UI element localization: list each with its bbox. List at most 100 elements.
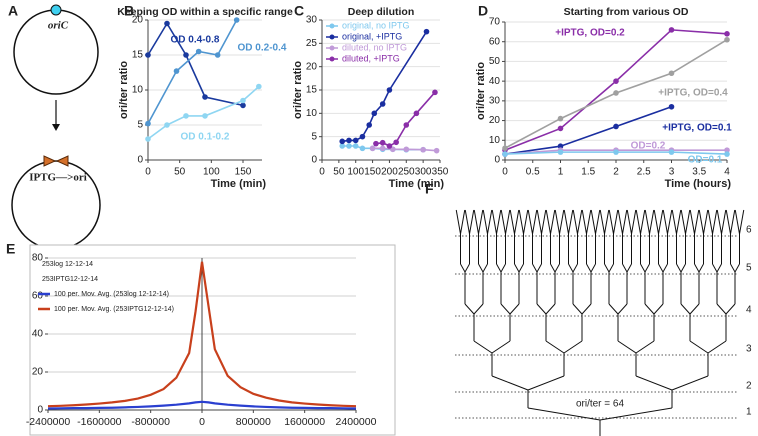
branch: [581, 303, 592, 315]
x-tick-label: 350: [432, 167, 449, 178]
data-point: [557, 143, 564, 149]
branch: [685, 209, 691, 235]
x-axis-label: Time (min): [211, 178, 267, 190]
branch: [635, 375, 673, 391]
branch: [554, 263, 560, 273]
branch: [595, 209, 601, 235]
y-tick-label: 20: [32, 367, 44, 378]
branch: [730, 209, 736, 235]
legend-label: 253IPTG12-12-14: [42, 276, 98, 283]
branch: [572, 303, 583, 315]
x-tick-label: 0: [145, 167, 151, 178]
legend-label: 100 per. Mov. Avg. (253log 12-12-14): [54, 291, 169, 298]
x-tick-label: 0.5: [526, 167, 540, 178]
legend-label: diluted, +IPTG: [342, 53, 400, 63]
data-point: [256, 83, 262, 90]
y-axis-label: ori/ter ratio: [292, 61, 304, 119]
panel-f: F ori/ter = 64 6 5 4 3 2 1: [425, 181, 752, 436]
y-tick-label: 80: [32, 253, 44, 264]
branch: [707, 209, 713, 235]
x-tick-label: 200: [381, 167, 398, 178]
y-tick-label: 40: [489, 76, 501, 87]
legend-marker: [329, 23, 335, 29]
x-tick-label: 2.5: [637, 167, 651, 178]
branch: [478, 209, 484, 235]
branch: [680, 209, 686, 235]
branch: [491, 209, 497, 235]
data-point: [369, 145, 376, 152]
data-point: [145, 136, 151, 142]
branch: [622, 263, 628, 273]
data-point: [668, 149, 675, 155]
arrow-head: [52, 124, 60, 131]
y-tick-label: 0: [311, 155, 317, 166]
top-label: oriC: [48, 20, 69, 32]
branch: [689, 209, 695, 235]
branch: [568, 209, 574, 235]
branch: [604, 263, 610, 273]
series-line: [47, 261, 357, 408]
branch: [586, 209, 592, 235]
data-point: [379, 139, 386, 146]
branch: [725, 303, 736, 315]
branch: [703, 209, 709, 235]
branch: [590, 209, 596, 235]
data-point: [183, 52, 189, 58]
branch: [739, 209, 745, 235]
data-point: [724, 151, 730, 157]
x-tick-label: 0: [319, 167, 325, 178]
y-tick-label: 15: [306, 85, 318, 96]
data-point: [502, 145, 508, 151]
x-tick-label: -1600000: [77, 416, 122, 428]
branch: [527, 375, 565, 391]
branch: [730, 263, 736, 273]
branch: [671, 209, 677, 235]
branch: [640, 263, 646, 273]
branch: [680, 303, 691, 315]
panel-label: E: [6, 241, 15, 257]
branch: [500, 263, 506, 273]
branch: [617, 209, 623, 235]
data-point: [233, 17, 240, 23]
legend-label: 100 per. Mov. Avg. (253IPTG12-12-14): [54, 306, 174, 313]
branch: [689, 340, 709, 354]
branch: [698, 263, 704, 273]
branch: [509, 209, 515, 235]
level-label: 4: [746, 305, 752, 316]
branch: [712, 263, 718, 273]
branch: [694, 263, 700, 273]
branch: [622, 209, 628, 235]
branch: [536, 303, 547, 315]
branch: [473, 340, 493, 354]
branch: [698, 209, 704, 235]
branch: [505, 209, 511, 235]
x-tick-label: 250: [398, 167, 415, 178]
branch: [676, 263, 682, 273]
legend-marker: [329, 34, 335, 40]
y-tick-label: 20: [489, 115, 501, 126]
branch: [523, 209, 529, 235]
y-tick-label: 10: [489, 135, 501, 146]
data-point: [164, 122, 170, 128]
branch: [644, 209, 650, 235]
panel-label: C: [294, 3, 304, 19]
branch: [464, 303, 475, 315]
branch: [464, 263, 470, 273]
data-point: [145, 52, 151, 58]
data-point: [613, 149, 619, 155]
level-label: 5: [746, 263, 752, 274]
branch: [500, 303, 511, 315]
branch: [482, 263, 488, 273]
branch: [613, 209, 619, 235]
branch: [478, 263, 484, 273]
branch: [464, 209, 470, 235]
branch: [604, 209, 610, 235]
data-point: [379, 145, 386, 152]
x-tick-label: -2400000: [26, 416, 71, 428]
data-point: [386, 87, 393, 93]
data-point: [173, 68, 180, 74]
x-tick-label: 2: [613, 167, 619, 178]
series-line: [147, 85, 260, 140]
branch: [644, 263, 650, 273]
x-tick-label: 300: [415, 167, 432, 178]
